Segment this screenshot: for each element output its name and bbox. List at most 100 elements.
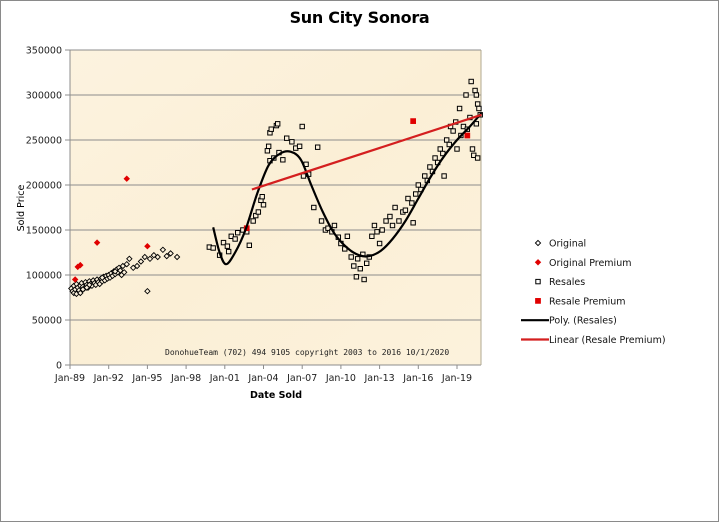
data-point <box>446 141 452 148</box>
legend-item: Resale Premium <box>535 296 626 307</box>
data-point <box>387 213 393 220</box>
legend-item: Linear (Resale Premium) <box>521 335 666 346</box>
data-point <box>389 222 396 229</box>
x-tick-label: Jan-98 <box>170 373 201 384</box>
data-point <box>427 164 433 170</box>
data-point <box>299 123 305 130</box>
data-point <box>120 269 128 276</box>
data-point <box>173 253 181 261</box>
legend-marker-icon <box>534 239 542 247</box>
legend-label: Original <box>549 239 586 250</box>
data-point <box>474 155 481 161</box>
data-point <box>133 262 141 270</box>
data-point <box>314 144 321 150</box>
legend-item: Resales <box>535 277 585 288</box>
legend-marker-icon <box>535 278 541 285</box>
data-point <box>250 218 256 224</box>
y-axis-ticks: 0 50000 100000 150000 200000 250000 300000 3500… <box>26 46 70 372</box>
data-point <box>159 246 167 254</box>
data-point <box>432 155 438 161</box>
trendline-poly-resales <box>212 112 483 266</box>
data-point <box>268 126 274 132</box>
y-tick-label: 250000 <box>26 136 62 147</box>
data-point <box>331 222 338 229</box>
data-point <box>348 254 354 260</box>
x-tick-label: Jan-07 <box>286 373 317 384</box>
data-point <box>379 227 385 233</box>
x-tick-label: Jan-10 <box>325 373 356 384</box>
x-axis-ticks: Jan-89 Jan-92 Jan-95 Jan-98 Jan-01 Jan-04 Jan-… <box>54 365 472 384</box>
data-point <box>402 207 409 213</box>
x-tick-label: Jan-16 <box>402 373 433 384</box>
data-point <box>405 195 411 202</box>
data-point <box>167 250 174 257</box>
data-point <box>111 268 119 275</box>
data-point <box>454 146 460 152</box>
data-point <box>77 261 84 269</box>
data-point <box>474 101 481 107</box>
data-point <box>364 260 370 267</box>
y-tick-label: 100000 <box>26 271 62 282</box>
legend-label: Resale Premium <box>549 296 626 307</box>
data-point <box>371 222 378 229</box>
data-point <box>141 253 149 261</box>
data-point <box>99 274 106 281</box>
x-axis-title: Date Sold <box>250 390 302 401</box>
legend-marker-icon <box>534 259 542 266</box>
data-point <box>265 143 272 150</box>
x-tick-label: Jan-19 <box>441 373 472 384</box>
data-point <box>220 239 227 246</box>
chart-title: Sun City Sonora <box>289 8 430 27</box>
data-point <box>351 263 357 269</box>
data-point <box>357 266 363 272</box>
data-point <box>468 78 474 85</box>
legend-label: Poly. (Resales) <box>549 316 617 327</box>
data-point <box>137 258 145 265</box>
data-point <box>259 194 265 200</box>
data-point <box>413 191 419 197</box>
data-point <box>154 253 161 261</box>
data-point <box>93 239 101 246</box>
x-tick-label: Jan-95 <box>131 373 162 384</box>
data-point <box>246 242 253 249</box>
data-point <box>464 132 471 139</box>
data-point <box>361 276 367 283</box>
data-point <box>77 289 84 297</box>
data-point <box>376 240 383 247</box>
data-point <box>224 243 231 249</box>
data-point <box>163 252 170 260</box>
x-tick-label: Jan-13 <box>364 373 395 384</box>
data-point <box>260 202 267 208</box>
y-tick-label: 50000 <box>32 316 62 327</box>
axes <box>69 50 482 366</box>
data-point <box>274 121 281 127</box>
copyright-annotation: DonohueTeam (702) 494 9105 copyright 200… <box>165 348 449 357</box>
series-resales <box>206 78 483 283</box>
legend-item: Original Premium <box>534 258 631 269</box>
data-point <box>353 274 360 280</box>
legend-item: Poly. (Resales) <box>521 316 617 327</box>
data-point <box>311 204 317 211</box>
data-point <box>296 143 303 150</box>
data-point <box>437 146 443 152</box>
data-point <box>374 229 380 235</box>
x-tick-label: Jan-04 <box>247 373 278 384</box>
trendlines <box>212 112 483 266</box>
trendline-linear-resale-premium <box>251 113 482 191</box>
series-original <box>68 246 181 298</box>
data-point <box>441 173 447 179</box>
data-point <box>123 260 130 268</box>
data-point <box>396 218 402 224</box>
data-point <box>443 137 450 143</box>
data-point <box>354 256 361 262</box>
legend-label: Original Premium <box>549 258 631 269</box>
data-point <box>71 276 79 283</box>
y-tick-label: 350000 <box>26 46 62 57</box>
series-original-premium <box>71 175 151 283</box>
legend-label: Linear (Resale Premium) <box>549 335 666 346</box>
data-point <box>126 255 133 263</box>
data-point <box>235 230 241 236</box>
data-point <box>146 255 154 263</box>
plot-area <box>70 50 481 365</box>
data-marks <box>68 78 483 298</box>
